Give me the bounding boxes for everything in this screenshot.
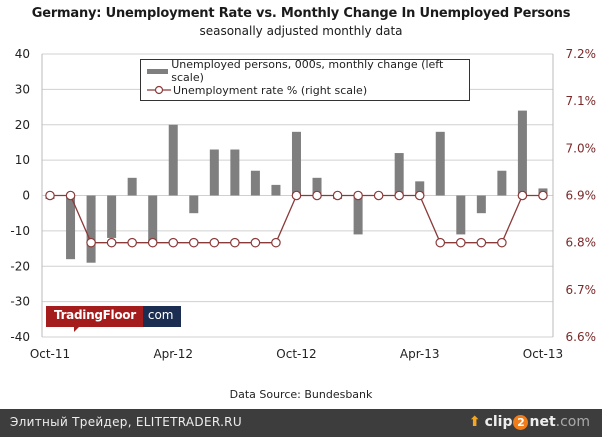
rate-marker (65, 190, 76, 201)
x-tick-label: Apr-12 (153, 347, 193, 361)
rate-marker (209, 237, 220, 248)
footer-bar: Элитный Трейдер, ELITETRADER.RU ⬆ clip 2… (0, 409, 602, 437)
right-tick-label: 6.8% (566, 236, 597, 250)
bar (189, 195, 199, 214)
chart-title: Germany: Unemployment Rate vs. Monthly C… (31, 6, 571, 21)
brand-net: net (529, 414, 556, 430)
rate-marker (517, 190, 528, 201)
legend-bar-swatch (147, 68, 169, 74)
x-axis: Oct-11 Apr-12 Oct-12 Apr-13 Oct-13 (30, 347, 563, 361)
bar (497, 170, 507, 196)
bar (66, 195, 76, 260)
bar (476, 195, 486, 214)
rate-marker (230, 237, 240, 248)
right-tick-label: 6.6% (566, 330, 597, 344)
rate-marker (250, 237, 261, 248)
brand-clip: clip (484, 414, 513, 430)
rate-marker (45, 190, 55, 201)
bar (250, 170, 260, 196)
bar (435, 131, 445, 196)
bar (312, 177, 322, 196)
rate-marker (353, 190, 363, 201)
legend-line-swatch (147, 85, 171, 95)
rate-marker (373, 190, 384, 201)
left-tick-label: -10 (10, 224, 30, 238)
x-tick-label: Oct-13 (523, 347, 563, 361)
rate-marker (271, 237, 281, 248)
rate-marker (394, 190, 404, 201)
line-series (45, 190, 548, 248)
bar (394, 153, 404, 196)
left-tick-label: -30 (10, 295, 30, 309)
legend-label-bars: Unemployed persons, 000s, monthly change… (171, 58, 444, 84)
rate-marker (538, 190, 548, 201)
rate-marker (332, 190, 343, 201)
bar (86, 195, 96, 263)
bar (148, 195, 158, 242)
rate-marker (497, 237, 507, 248)
bar (209, 149, 219, 196)
left-tick-label: -20 (10, 259, 30, 273)
bar (127, 177, 137, 196)
rate-marker (455, 237, 466, 248)
legend: Unemployed persons, 000s, monthly change… (140, 58, 470, 101)
tradingfloor-logo: TradingFloor com (46, 306, 182, 332)
rate-marker (312, 190, 322, 201)
legend-item-line: Unemployment rate % (right scale) (147, 81, 367, 99)
bar (517, 110, 527, 196)
right-tick-label: 7.2% (566, 47, 597, 61)
right-axis: 7.2% 7.1% 7.0% 6.9% 6.8% 6.7% 6.6% (566, 47, 597, 344)
rate-marker (476, 237, 487, 248)
rate-marker (435, 237, 446, 248)
logo-tail (74, 326, 80, 332)
bar (456, 195, 466, 235)
x-tick-label: Oct-11 (30, 347, 70, 361)
chart-subtitle: seasonally adjusted monthly data (199, 24, 403, 38)
left-tick-label: 10 (15, 153, 30, 167)
rate-marker (106, 237, 117, 248)
bar (291, 131, 301, 196)
upload-arrow-icon: ⬆ (468, 414, 481, 430)
x-tick-label: Apr-13 (400, 347, 440, 361)
clip2net-brand: ⬆ clip 2 net .com (469, 414, 590, 430)
bar (107, 195, 117, 238)
legend-item-bars: Unemployed persons, 000s, monthly change… (147, 58, 469, 84)
bar (168, 124, 178, 196)
bar (415, 181, 425, 196)
rate-line (50, 194, 543, 244)
left-axis: 40 30 20 10 0 -10 -20 -30 -40 (10, 47, 30, 344)
bar (271, 184, 281, 196)
legend-label-line: Unemployment rate % (right scale) (173, 83, 368, 97)
bar (230, 149, 240, 196)
brand-two: 2 (513, 414, 529, 430)
rate-marker (127, 237, 137, 248)
right-tick-label: 6.7% (566, 283, 597, 297)
rate-marker (86, 237, 96, 248)
rate-marker (291, 190, 302, 201)
bar-series (45, 110, 548, 263)
left-tick-label: 40 (15, 47, 30, 61)
footer-site-text: Элитный Трейдер, ELITETRADER.RU (10, 415, 242, 429)
bar (353, 195, 363, 235)
logo-part2: com (142, 306, 182, 327)
rate-marker (147, 237, 158, 248)
rate-marker (414, 190, 425, 201)
data-source: Data Source: Bundesbank (229, 388, 373, 401)
brand-domain: .com (555, 414, 590, 430)
x-tick-label: Oct-12 (276, 347, 316, 361)
right-tick-label: 7.1% (566, 94, 597, 108)
right-tick-label: 7.0% (566, 141, 597, 155)
logo-part1: TradingFloor (46, 306, 143, 327)
left-tick-label: 20 (15, 118, 30, 132)
left-tick-label: -40 (10, 330, 30, 344)
left-tick-label: 30 (15, 82, 30, 96)
rate-marker (188, 237, 199, 248)
right-tick-label: 6.9% (566, 189, 597, 203)
left-tick-label: 0 (22, 189, 30, 203)
rate-marker (168, 237, 179, 248)
